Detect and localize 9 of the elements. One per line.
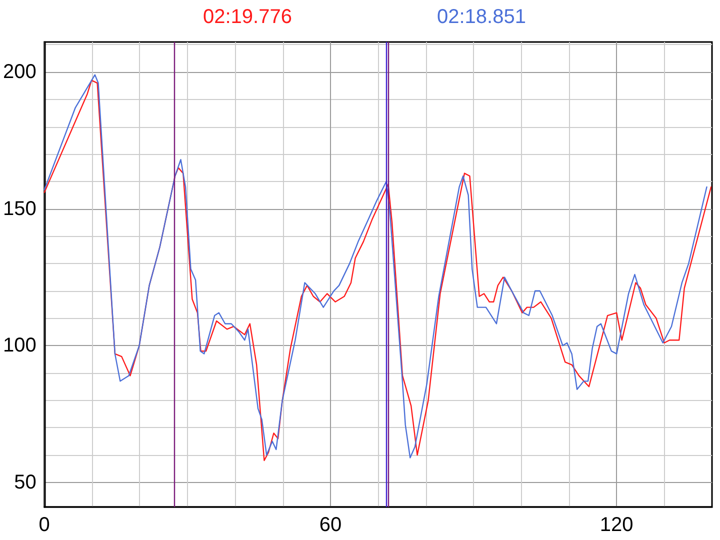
y-tick-label: 50 (14, 471, 36, 494)
x-tick-label: 120 (600, 514, 634, 536)
y-tick-label: 200 (2, 61, 36, 84)
y-tick-label: 150 (2, 198, 36, 220)
y-tick-label: 100 (2, 334, 36, 357)
text: 02:19.776 (203, 6, 292, 28)
text: 02:18.851 (436, 6, 526, 28)
x-tick-label: 60 (319, 514, 342, 536)
x-tick-label: 0 (38, 514, 50, 536)
